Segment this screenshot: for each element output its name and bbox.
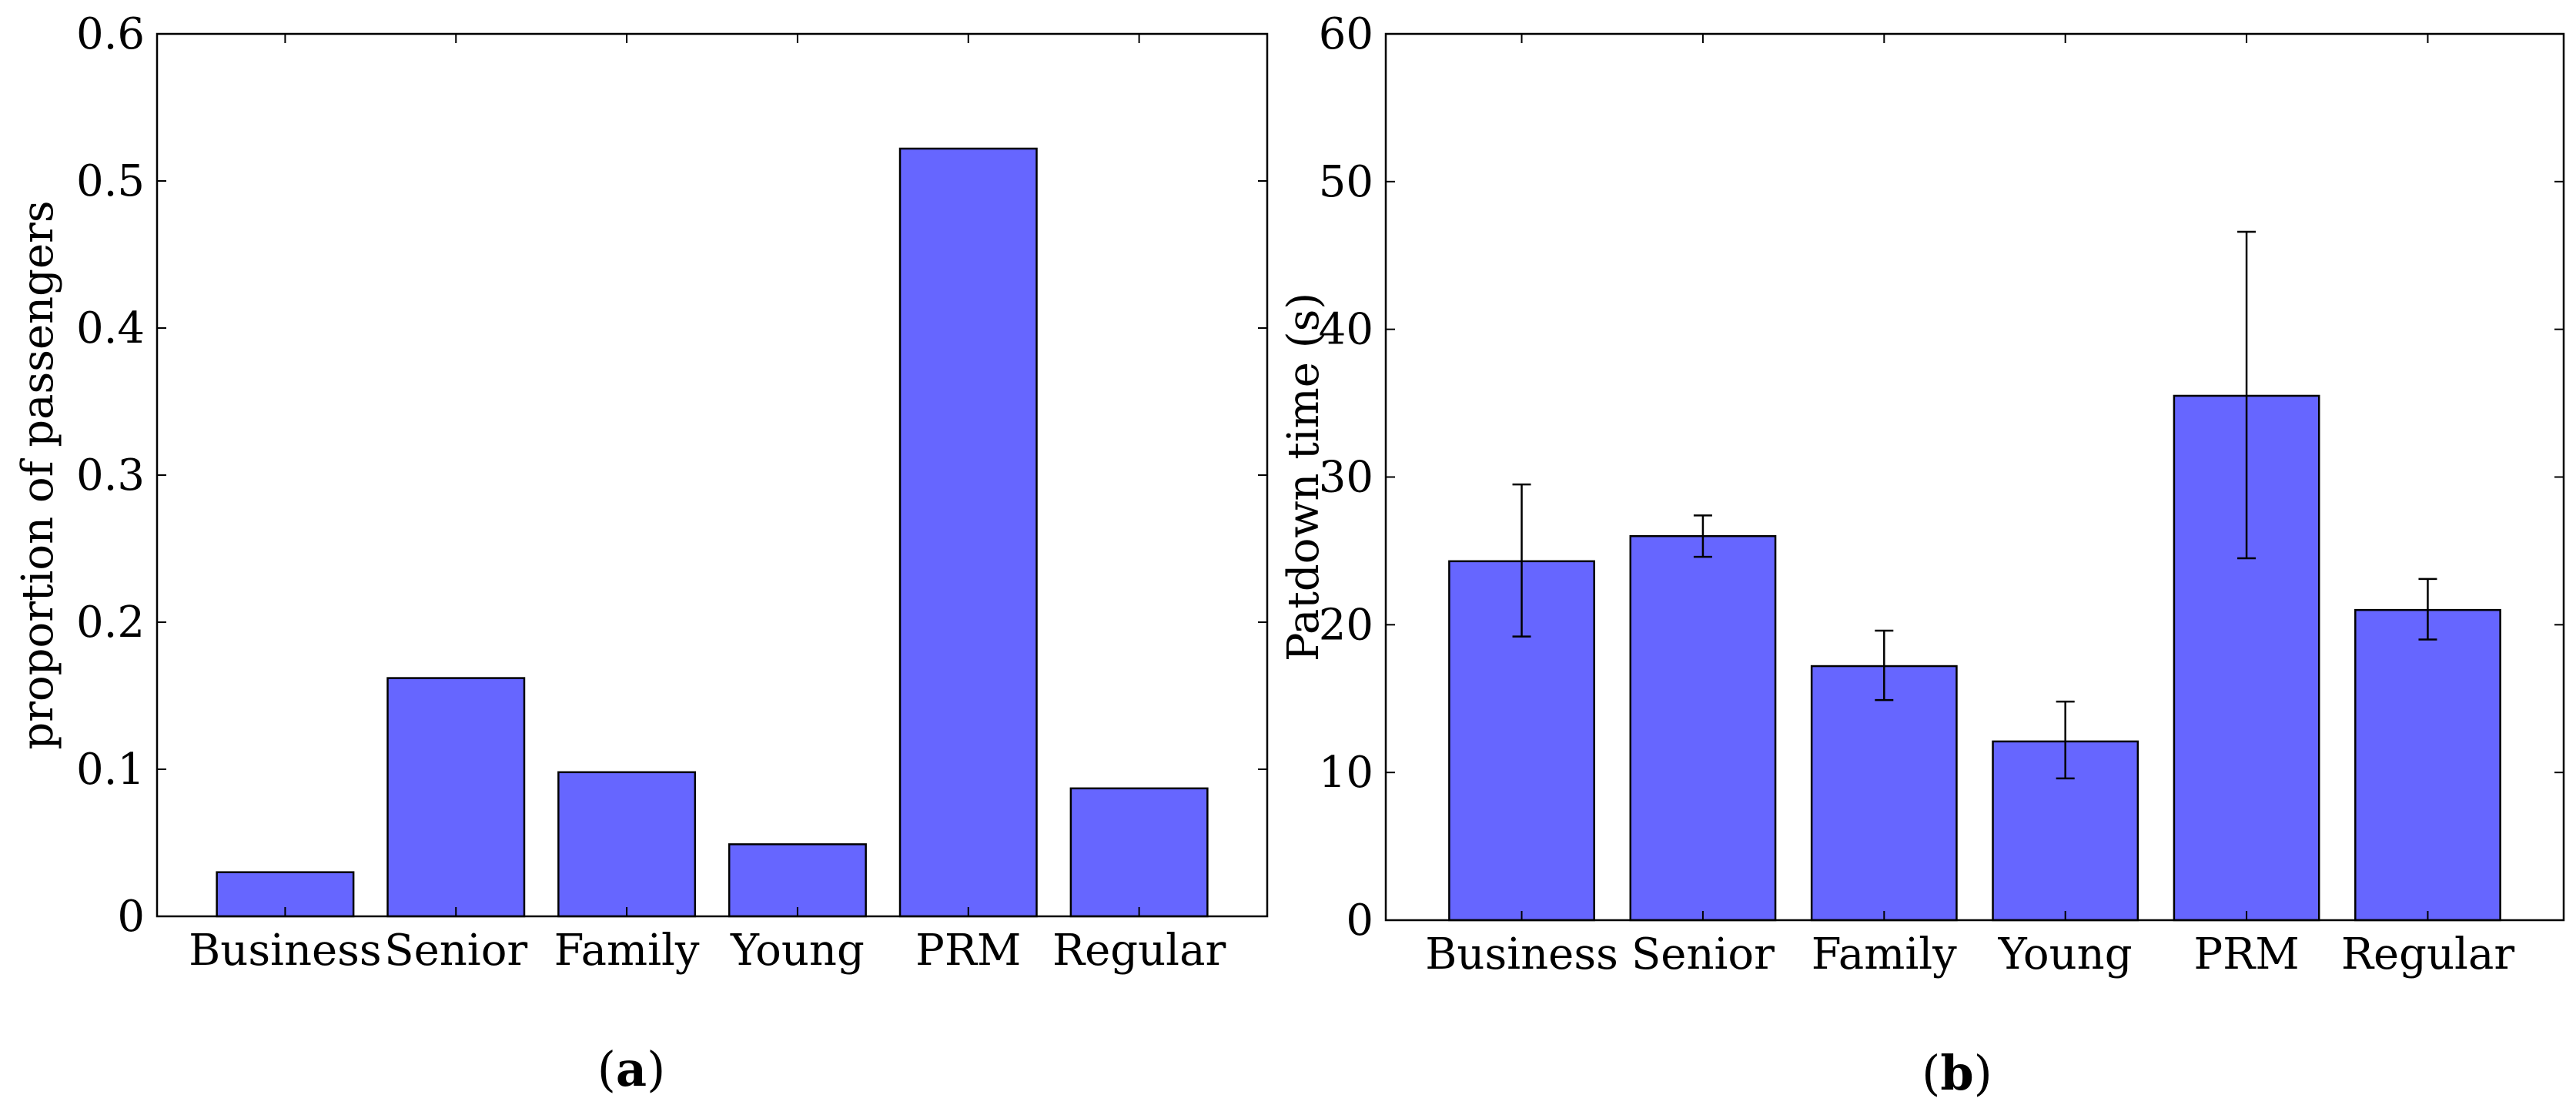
y-tick-label: 10 xyxy=(1319,748,1373,798)
x-tick-label-prm: PRM xyxy=(2193,929,2299,979)
y-tick-label: 0.1 xyxy=(76,745,145,795)
y-axis-title: proportion of passengers xyxy=(13,200,63,749)
y-tick-label: 0.3 xyxy=(76,450,145,501)
bar-senior xyxy=(386,677,526,918)
error-bar-regular xyxy=(2418,578,2437,641)
y-tick-label: 0 xyxy=(117,892,145,942)
error-bar-business xyxy=(1512,483,1531,638)
x-tick-label-senior: Senior xyxy=(1631,929,1775,979)
error-bar-family xyxy=(1875,629,1894,701)
x-tick-label-regular: Regular xyxy=(2341,929,2515,979)
x-tick-label-young: Young xyxy=(730,926,865,976)
x-tick-label-business: Business xyxy=(1425,929,1618,979)
error-bar-senior xyxy=(1693,514,1712,558)
y-tick-label: 60 xyxy=(1319,9,1373,59)
bar-regular xyxy=(1069,787,1209,918)
panel-caption: (a) xyxy=(597,1041,666,1097)
x-tick-label-regular: Regular xyxy=(1052,926,1226,976)
y-tick-label: 0.4 xyxy=(76,303,145,353)
bar-young xyxy=(728,843,867,918)
bar-family xyxy=(1810,665,1958,922)
y-tick-label: 0 xyxy=(1346,896,1373,946)
panel-b: 0 10 20 30 40 50 60 Business Senior Family Young PR… xyxy=(1279,9,2565,1101)
bar-prm xyxy=(898,147,1038,918)
x-tick-label-prm: PRM xyxy=(915,926,1021,976)
x-tick-label-family: Family xyxy=(1812,929,1957,979)
bar-family xyxy=(557,771,697,918)
bar-regular xyxy=(2354,608,2501,922)
x-tick-label-business: Business xyxy=(189,926,382,976)
y-tick-label: 0.2 xyxy=(76,598,145,648)
y-tick-label: 0.5 xyxy=(76,156,145,206)
error-bar-young xyxy=(2056,700,2075,780)
y-tick-label: 0.6 xyxy=(76,9,145,59)
x-tick-label-young: Young xyxy=(1998,929,2133,979)
y-axis-title: Patdown time (s) xyxy=(1279,293,1329,661)
y-tick-label: 50 xyxy=(1319,157,1373,207)
y-tick-label: 30 xyxy=(1319,453,1373,503)
y-tick-label: 40 xyxy=(1319,305,1373,355)
x-tick-label-senior: Senior xyxy=(384,926,527,976)
bar-senior xyxy=(1629,534,1777,922)
error-bar-prm xyxy=(2237,230,2257,560)
x-tick-label-family: Family xyxy=(554,926,700,976)
y-tick-label: 20 xyxy=(1319,600,1373,650)
panel-caption: (b) xyxy=(1922,1045,1992,1101)
panel-a: 0 0.1 0.2 0.3 0.4 0.5 0.6 Business Senior Family Y… xyxy=(13,9,1269,1097)
plot-frame xyxy=(156,32,1269,918)
